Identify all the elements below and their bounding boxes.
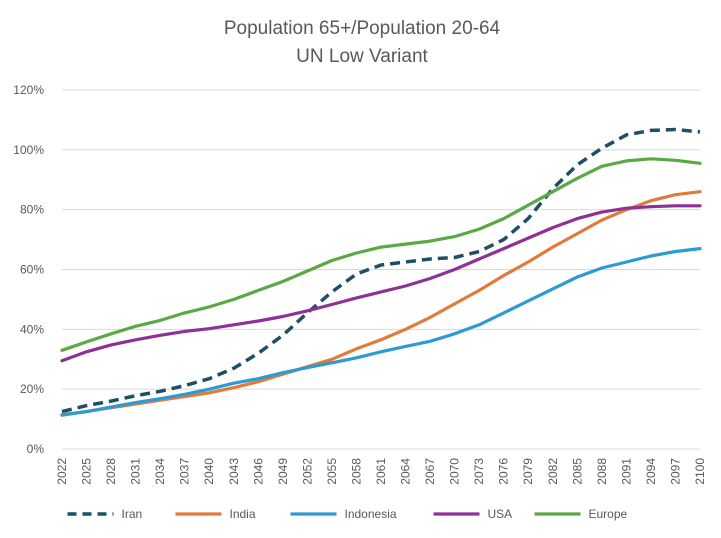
x-tick-label-2028: 2028 xyxy=(104,458,118,485)
x-tick-label-2052: 2052 xyxy=(300,458,314,485)
x-tick-label-2094: 2094 xyxy=(644,458,658,485)
legend-label-usa: USA xyxy=(488,507,513,521)
x-tick-label-2082: 2082 xyxy=(546,458,560,485)
series-lines xyxy=(60,127,702,417)
legend-label-iran: Iran xyxy=(122,507,143,521)
x-tick-label-2100: 2100 xyxy=(693,458,707,485)
y-tick-label-60: 60% xyxy=(20,263,44,277)
y-tick-label-120: 120% xyxy=(13,83,44,97)
x-tick-label-2076: 2076 xyxy=(497,458,511,485)
y-tick-label-20: 20% xyxy=(20,382,44,396)
y-tick-label-40: 40% xyxy=(20,322,44,336)
y-tick-label-80: 80% xyxy=(20,203,44,217)
x-tick-label-2064: 2064 xyxy=(399,458,413,485)
series-line-europe xyxy=(60,157,702,352)
x-tick-label-2022: 2022 xyxy=(55,458,69,485)
x-tick-label-2034: 2034 xyxy=(153,458,167,485)
x-tick-label-2085: 2085 xyxy=(570,458,584,485)
chart-subtitle: UN Low Variant xyxy=(296,46,428,67)
x-tick-label-2058: 2058 xyxy=(349,458,363,485)
series-line-iran xyxy=(61,127,701,414)
series-line-indonesia xyxy=(60,247,702,417)
x-tick-label-2031: 2031 xyxy=(129,458,143,485)
series-line-india xyxy=(60,190,702,417)
legend-label-india: India xyxy=(230,507,256,521)
legend-label-europe: Europe xyxy=(589,507,628,521)
x-tick-label-2025: 2025 xyxy=(80,458,94,485)
x-tick-label-2088: 2088 xyxy=(595,458,609,485)
y-axis-ticks: 0% 20% 40% 60% 80% 100% 120% xyxy=(13,83,44,456)
gridlines xyxy=(62,89,700,450)
x-axis-ticks: 2022 2025 2028 2031 2034 2037 2040 2043 2046 2049… xyxy=(55,458,707,485)
legend: Iran India Indonesia USA Europe xyxy=(67,507,628,521)
x-tick-label-2097: 2097 xyxy=(668,458,682,485)
x-tick-label-2040: 2040 xyxy=(202,458,216,485)
x-tick-label-2067: 2067 xyxy=(423,458,437,485)
x-tick-label-2061: 2061 xyxy=(374,458,388,485)
x-tick-label-2073: 2073 xyxy=(472,458,486,485)
x-tick-label-2046: 2046 xyxy=(251,458,265,485)
y-tick-label-0: 0% xyxy=(27,442,45,456)
x-tick-label-2091: 2091 xyxy=(619,458,633,485)
x-tick-label-2049: 2049 xyxy=(276,458,290,485)
x-tick-label-2055: 2055 xyxy=(325,458,339,485)
legend-label-indonesia: Indonesia xyxy=(345,507,397,521)
x-tick-label-2037: 2037 xyxy=(178,458,192,485)
series-line-usa xyxy=(60,204,702,363)
x-tick-label-2043: 2043 xyxy=(227,458,241,485)
x-tick-label-2079: 2079 xyxy=(521,458,535,485)
x-tick-label-2070: 2070 xyxy=(448,458,462,485)
chart-title: Population 65+/Population 20-64 xyxy=(224,18,501,39)
y-tick-label-100: 100% xyxy=(13,143,44,157)
